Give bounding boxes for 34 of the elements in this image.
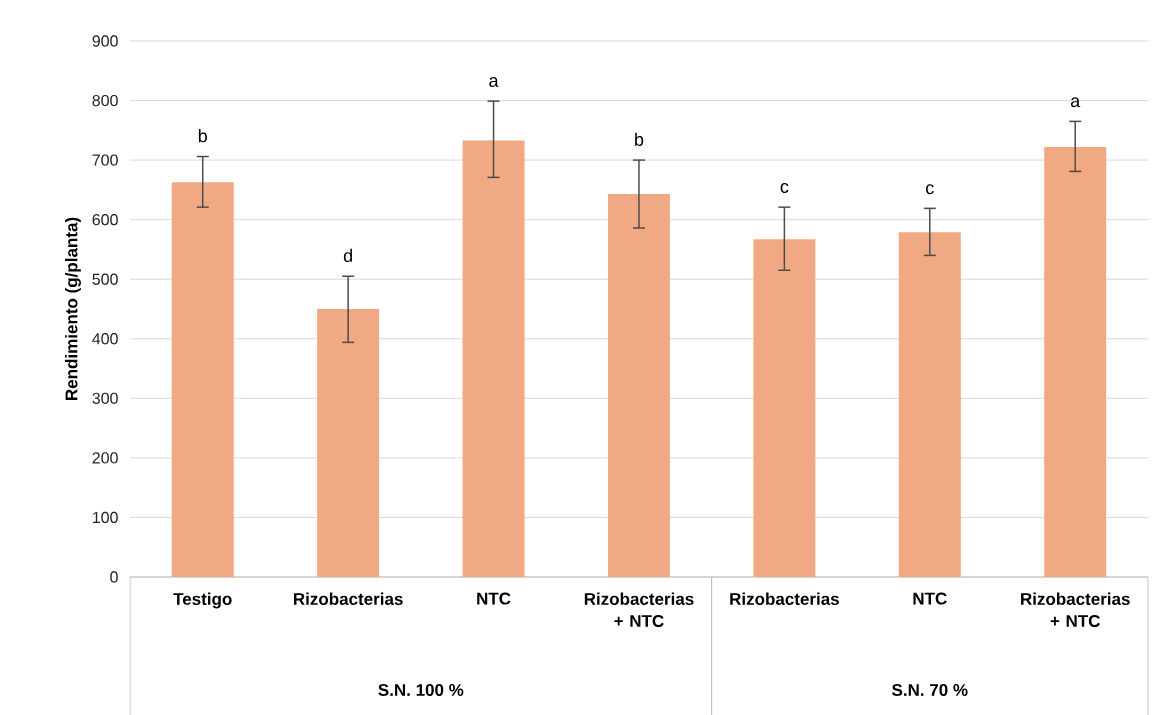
y-tick-label: 0 (110, 571, 118, 583)
data-label: a (1070, 97, 1081, 108)
x-tick-label: Rizobacterias (294, 592, 403, 606)
data-label: d (343, 248, 352, 263)
text: S.N. 100 % (378, 683, 464, 697)
x-tick-label: NTC (477, 592, 511, 605)
data-label: c (926, 184, 934, 195)
x-tick-label: Rizobacterias + NTC (1021, 592, 1130, 628)
bar (462, 140, 525, 577)
bar (1044, 147, 1107, 577)
data-label: b (198, 129, 207, 143)
y-axis-title: Rendimiento (g/planta) (65, 217, 81, 400)
data-label: a (489, 77, 499, 87)
text: S.N. 70 % (892, 683, 968, 697)
y-tick-label: 700 (92, 154, 118, 166)
y-tick-label: 300 (92, 392, 118, 404)
y-tick-label: 200 (92, 452, 118, 464)
x-tick-label: NTC (913, 592, 947, 605)
y-tick-label: 900 (92, 35, 118, 47)
y-tick-label: 800 (92, 94, 118, 107)
bar (898, 232, 961, 577)
data-label: c (780, 183, 789, 193)
bar (171, 182, 234, 577)
data-label: b (635, 132, 644, 146)
x-tick-label: Testigo (173, 592, 232, 609)
y-tick-label: 600 (92, 214, 118, 226)
bar (753, 239, 816, 577)
y-tick-label: 500 (92, 273, 118, 285)
x-tick-label: Rizobacterias + NTC (584, 592, 694, 628)
x-tick-label: Rizobacterias (730, 592, 839, 606)
bar (317, 308, 380, 577)
bar (607, 194, 670, 577)
y-tick-label: 100 (93, 511, 118, 524)
y-tick-label: 400 (92, 333, 118, 345)
